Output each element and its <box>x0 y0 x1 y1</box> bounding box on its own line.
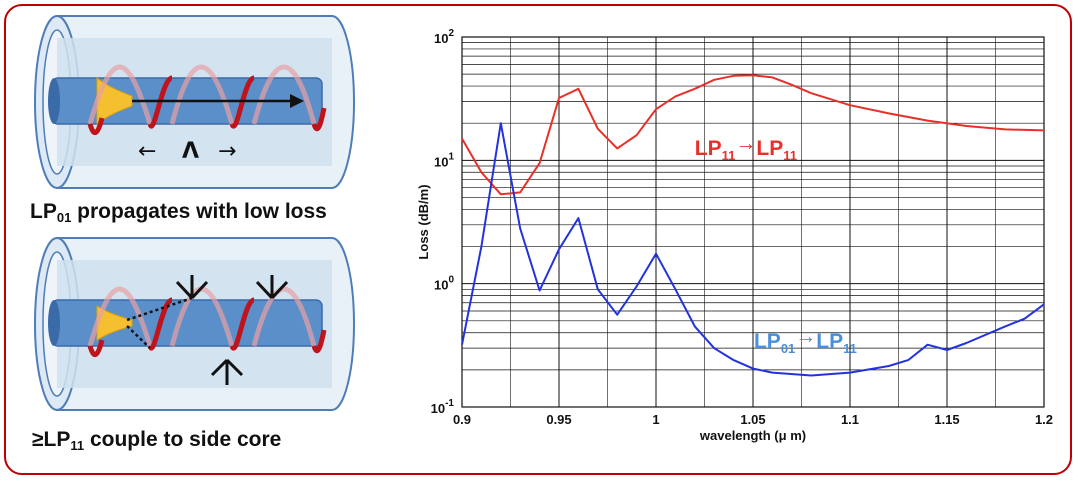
series-label-lp11-lp11: LP11→LP11 <box>695 132 797 163</box>
scatter-arrows-icon <box>175 275 289 385</box>
y-tick-label: 101 <box>434 151 454 169</box>
loss-chart: 0.9 0.95 1 1.05 1.1 1.15 1.2 10-1 100 101 102 wav… <box>416 28 1053 443</box>
core-end <box>48 78 60 124</box>
caption-low-loss: LP01 propagates with low loss <box>30 200 327 225</box>
chart-grid <box>461 37 1045 408</box>
right-arrow-icon: → <box>218 139 236 164</box>
y-tick-label: 10-1 <box>431 398 455 416</box>
x-axis-label: wavelength (μ m) <box>699 428 806 443</box>
chart-series <box>461 74 1045 377</box>
coupling-path-down <box>126 325 151 349</box>
x-tick-label: 1.2 <box>1035 412 1053 427</box>
series-labels: LP11→LP11 LP01→LP11 <box>695 132 857 356</box>
plot-frame <box>461 36 1045 408</box>
core-end <box>48 300 60 346</box>
x-tick-label: 1.05 <box>740 412 765 427</box>
helix-front <box>87 297 327 357</box>
x-tick-label: 1 <box>652 412 659 427</box>
x-tick-label: 0.95 <box>546 412 571 427</box>
caption-side-coupling: ≥LP11 couple to side core <box>32 428 282 453</box>
y-axis-label: Loss (dB/m) <box>416 184 431 259</box>
x-tick-label: 1.15 <box>934 412 959 427</box>
x-tick-labels: 0.9 0.95 1 1.05 1.1 1.15 1.2 <box>453 412 1053 427</box>
series-label-lp01-lp11: LP01→LP11 <box>754 325 857 356</box>
arrow-head <box>290 94 304 108</box>
y-tick-labels: 10-1 100 101 102 <box>431 28 455 416</box>
helix-front <box>87 75 327 135</box>
y-tick-label: 102 <box>434 28 454 46</box>
x-tick-label: 0.9 <box>453 412 471 427</box>
y-tick-label: 100 <box>434 275 454 293</box>
left-arrow-icon: ← <box>138 139 156 164</box>
fiber-illustration-low-loss: ← Λ → <box>34 15 355 189</box>
period-symbol: Λ <box>182 139 199 164</box>
series-line-lp11-lp11 <box>461 74 1045 196</box>
fiber-illustration-side-coupling <box>34 237 355 411</box>
x-tick-label: 1.1 <box>841 412 859 427</box>
series-line-lp01-lp11 <box>461 122 1045 377</box>
